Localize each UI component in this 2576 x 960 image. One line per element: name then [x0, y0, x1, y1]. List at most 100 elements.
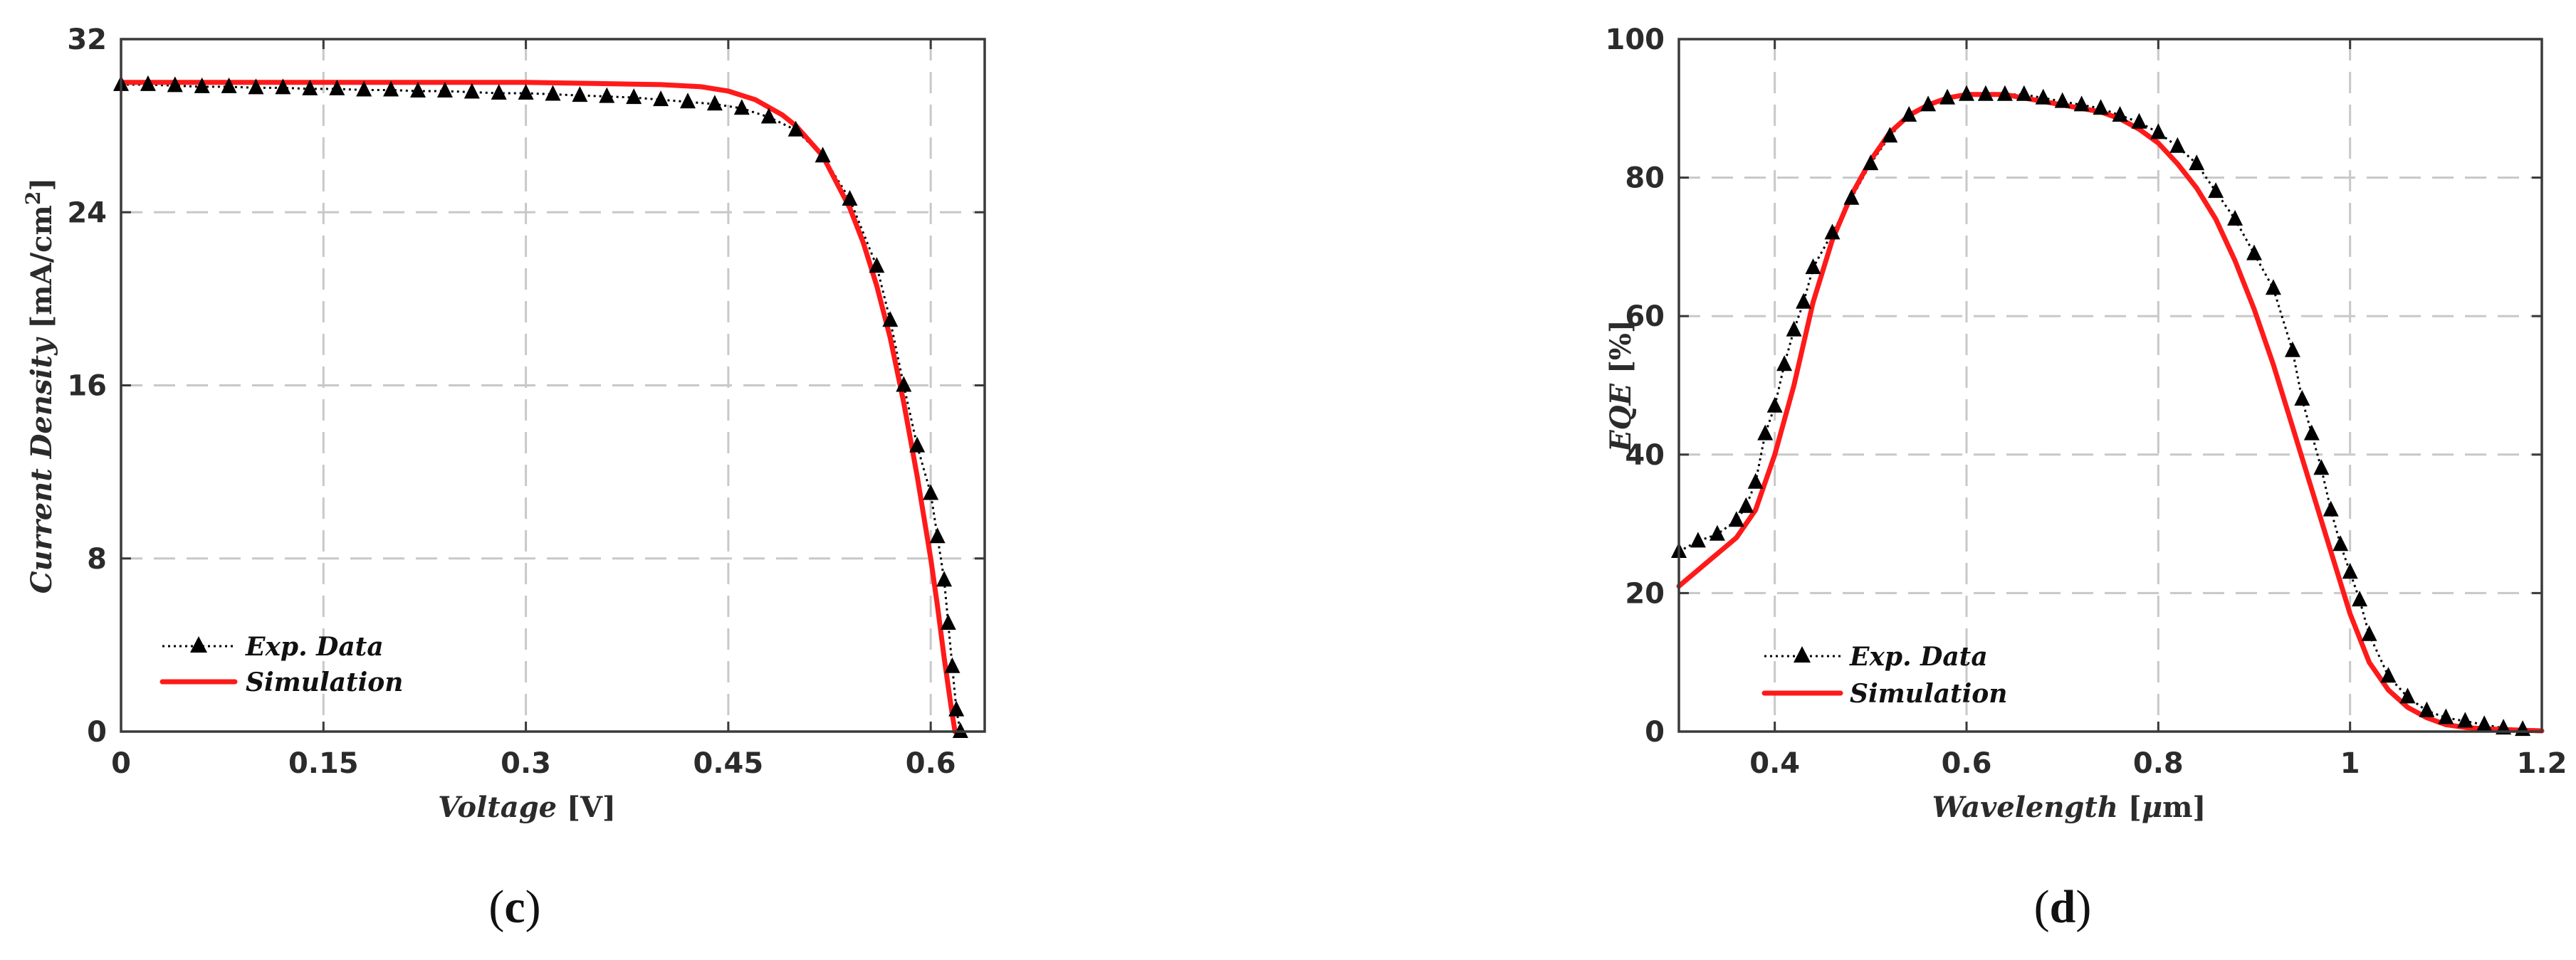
d-exp-data-point: [1996, 85, 2013, 101]
d-y-tick-label: 40: [1625, 439, 1665, 472]
c-exp-data-point: [167, 76, 183, 93]
d-x-tick-label: 0.6: [1942, 747, 1992, 780]
panel-d-legend-exp-marker: [1794, 646, 1811, 663]
c-exp-data-point: [383, 80, 399, 97]
c-exp-data-point: [882, 311, 899, 327]
d-exp-data-point: [2112, 106, 2128, 122]
panel-d-x-axis-label: Wavelength [μm]: [1932, 791, 2206, 824]
panel-c-legend: Exp. Data Simulation: [159, 632, 403, 697]
c-exp-data-point: [869, 257, 885, 273]
d-exp-data-point: [2131, 112, 2147, 129]
c-exp-data-point: [936, 571, 953, 587]
panel-d-ticks: 0.4 0.6 0.8 1 1.2 0 20 40 60 80 100: [1606, 23, 2567, 780]
d-exp-data-point: [2227, 210, 2243, 226]
panel-c-x-axis-label-unit: [V]: [557, 791, 616, 824]
d-exp-data-point: [1920, 95, 1937, 112]
d-exp-data-point: [1786, 320, 1802, 337]
c-x-tick-label: 0.3: [501, 747, 551, 780]
c-exp-data-point: [948, 700, 965, 717]
c-y-tick-label: 0: [87, 716, 107, 749]
panel-c-legend-sim-label: Simulation: [246, 668, 403, 697]
c-x-tick-label: 0.6: [906, 747, 956, 780]
c-exp-data-point: [760, 107, 777, 124]
c-exp-data-point: [626, 88, 642, 105]
d-exp-data-point: [2189, 154, 2205, 171]
panel-c-y-axis-label-close: ]: [25, 178, 58, 191]
d-exp-data-point: [2438, 708, 2454, 724]
d-exp-data-point: [1796, 292, 1812, 309]
c-exp-data-point: [410, 82, 426, 97]
c-exp-data-point: [356, 80, 372, 97]
panel-c-ticks: 0 0.15 0.3 0.45 0.6 0 8 16 24 32: [67, 23, 985, 780]
c-simulation-line: [118, 80, 958, 734]
c-exp-data-point: [464, 83, 480, 99]
panel-d-legend-sim-label: Simulation: [1850, 679, 2007, 709]
d-exp-data-line: [1678, 93, 2523, 731]
d-y-tick-label: 80: [1625, 162, 1665, 195]
panel-d-x-axis-label-unit-pre: [: [2118, 791, 2142, 824]
c-exp-data-point: [221, 77, 237, 93]
d-simulation-line: [1676, 92, 2545, 734]
d-exp-data-point: [2016, 85, 2032, 101]
c-exp-data-point: [140, 75, 156, 91]
panel-c-x-axis-label: Voltage [V]: [438, 791, 616, 824]
panel-d-grid: [1679, 39, 2542, 732]
c-exp-data-point: [275, 78, 291, 95]
panel-c-series: [113, 75, 968, 738]
d-exp-data-point: [2246, 244, 2262, 260]
panel-d-x-axis-label-unit-post: m]: [2162, 791, 2206, 824]
panel-d-legend: Exp. Data Simulation: [1761, 642, 2007, 709]
panel-c-y-axis-label: Current Density [mA/cm2]: [21, 178, 58, 594]
c-exp-data-point: [952, 722, 968, 738]
c-y-tick-label: 8: [87, 543, 107, 576]
d-exp-data-point: [2294, 390, 2310, 406]
d-exp-data-point: [2342, 563, 2358, 579]
c-x-tick-label: 0.15: [288, 747, 359, 780]
c-exp-data-point: [896, 376, 912, 392]
c-exp-data-point: [518, 84, 534, 100]
d-exp-data-point: [1728, 511, 1744, 527]
panel-c-grid: [121, 39, 985, 732]
c-exp-data-point: [680, 93, 696, 109]
panel-c-legend-exp-label: Exp. Data: [245, 632, 384, 662]
d-x-tick-label: 1.2: [2517, 747, 2567, 780]
d-exp-data-point: [2457, 712, 2473, 728]
c-exp-data-point: [842, 190, 858, 206]
d-exp-data-point: [2303, 424, 2320, 441]
d-exp-data-point: [1709, 524, 1725, 541]
c-exp-data-point: [944, 657, 960, 673]
d-exp-data-point: [2332, 535, 2349, 552]
panel-c-legend-exp-marker: [190, 636, 207, 653]
d-exp-data-point: [1824, 223, 1841, 240]
c-exp-data-point: [194, 77, 210, 93]
d-exp-data-point: [1939, 88, 1956, 105]
c-exp-data-point: [491, 84, 507, 100]
d-x-tick-label: 0.4: [1749, 747, 1800, 780]
panel-c-y-axis-label-unit: [mA/cm: [25, 205, 58, 339]
panel-d: 0.4 0.6 0.8 1 1.2 0 20 40 60 80 100 Wavelength [μm…: [1604, 23, 2567, 933]
d-exp-data-point: [1776, 355, 1793, 371]
c-y-tick-label: 16: [67, 370, 107, 403]
panel-c-x-axis-label-name: Voltage: [438, 791, 557, 824]
d-y-tick-label: 0: [1645, 716, 1665, 749]
d-exp-data-point: [1901, 106, 1917, 122]
d-exp-data-point: [2093, 99, 2109, 115]
d-exp-data-point: [2208, 182, 2224, 199]
c-exp-data-point: [545, 85, 561, 101]
panel-d-y-axis-label-unit: [%]: [1604, 320, 1638, 384]
c-exp-data-point: [706, 95, 723, 111]
c-exp-data-point: [909, 436, 926, 453]
d-x-tick-label: 0.8: [2133, 747, 2184, 780]
c-exp-data-point: [940, 614, 956, 630]
d-exp-data-point: [2169, 137, 2186, 153]
c-y-tick-label: 24: [67, 196, 107, 229]
d-y-tick-label: 60: [1625, 300, 1665, 333]
d-y-tick-label: 100: [1606, 23, 1665, 56]
panel-d-series: [1671, 85, 2545, 737]
d-y-tick-label: 20: [1625, 577, 1665, 610]
c-exp-data-point: [436, 82, 453, 97]
panel-d-plot-frame: [1677, 38, 2543, 733]
panel-c-caption-letter: c: [504, 881, 525, 933]
d-x-tick-label: 1: [2340, 747, 2360, 780]
